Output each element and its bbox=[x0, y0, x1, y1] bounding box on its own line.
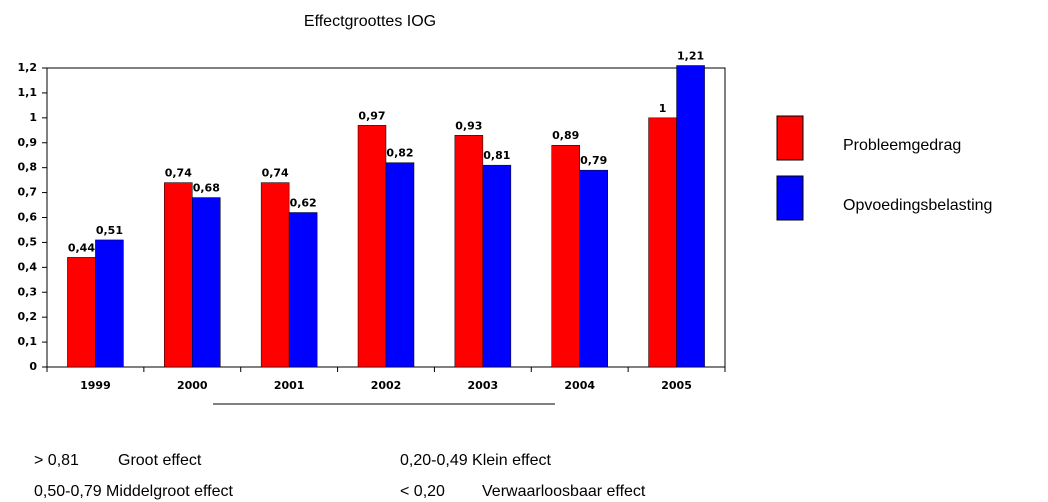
value-label: 0,74 bbox=[165, 167, 192, 180]
y-tick-label: 1,2 bbox=[18, 61, 38, 74]
bar bbox=[288, 212, 318, 368]
y-tick-label: 0,6 bbox=[18, 211, 38, 224]
note: Groot effect bbox=[118, 452, 202, 469]
bar bbox=[385, 162, 415, 368]
bar bbox=[454, 135, 484, 368]
x-tick-label: 2003 bbox=[468, 379, 499, 392]
legend-label: Opvoedingsbelasting bbox=[843, 197, 992, 214]
value-label: 0,44 bbox=[68, 241, 95, 254]
bar bbox=[551, 144, 580, 368]
legend-label: Probleemgedrag bbox=[843, 137, 961, 154]
value-label: 0,81 bbox=[483, 149, 510, 162]
value-label: 0,79 bbox=[580, 154, 607, 167]
value-label: 0,51 bbox=[96, 224, 123, 237]
y-tick-label: 0 bbox=[29, 360, 37, 373]
y-tick-label: 0,4 bbox=[18, 260, 38, 273]
value-label: 1 bbox=[659, 102, 667, 115]
y-tick-label: 0,7 bbox=[18, 186, 38, 199]
bar bbox=[95, 239, 124, 368]
y-tick-label: 1 bbox=[29, 111, 37, 124]
bar bbox=[260, 182, 290, 368]
x-tick-label: 2001 bbox=[274, 379, 305, 392]
note: Verwaarloosbaar effect bbox=[482, 483, 646, 500]
y-tick-label: 0,2 bbox=[18, 310, 38, 323]
y-tick-label: 0,1 bbox=[18, 335, 38, 348]
bar bbox=[648, 117, 677, 368]
bar bbox=[482, 164, 512, 368]
value-label: 0,62 bbox=[290, 197, 317, 210]
legend-swatch bbox=[776, 115, 804, 161]
value-label: 0,97 bbox=[358, 109, 385, 122]
legend-swatch bbox=[776, 175, 804, 221]
y-tick-label: 0,3 bbox=[18, 285, 38, 298]
bar bbox=[579, 169, 608, 368]
value-label: 0,68 bbox=[193, 182, 220, 195]
chart-title: Effectgroottes IOG bbox=[304, 13, 436, 30]
bar bbox=[357, 125, 387, 368]
x-tick-label: 1999 bbox=[80, 379, 111, 392]
y-tick-label: 0,9 bbox=[18, 136, 38, 149]
value-label: 0,82 bbox=[386, 147, 413, 160]
x-tick-label: 2002 bbox=[371, 379, 402, 392]
y-tick-label: 0,5 bbox=[18, 235, 38, 248]
x-tick-label: 2000 bbox=[177, 379, 208, 392]
note: < 0,20 bbox=[400, 483, 445, 500]
note: > 0,81 bbox=[34, 452, 79, 469]
bar bbox=[192, 197, 221, 368]
x-tick-label: 2005 bbox=[661, 379, 692, 392]
value-label: 0,74 bbox=[262, 167, 289, 180]
note: 0,50-0,79 Middelgroot effect bbox=[34, 483, 234, 500]
note: 0,20-0,49 Klein effect bbox=[400, 452, 551, 469]
y-tick-label: 1,1 bbox=[18, 86, 38, 99]
x-tick-label: 2004 bbox=[564, 379, 595, 392]
value-label: 1,21 bbox=[677, 50, 704, 63]
bar bbox=[67, 257, 96, 368]
bar bbox=[676, 65, 705, 368]
value-label: 0,93 bbox=[455, 119, 482, 132]
bar bbox=[164, 182, 193, 368]
y-tick-label: 0,8 bbox=[18, 161, 38, 174]
value-label: 0,89 bbox=[552, 129, 579, 142]
